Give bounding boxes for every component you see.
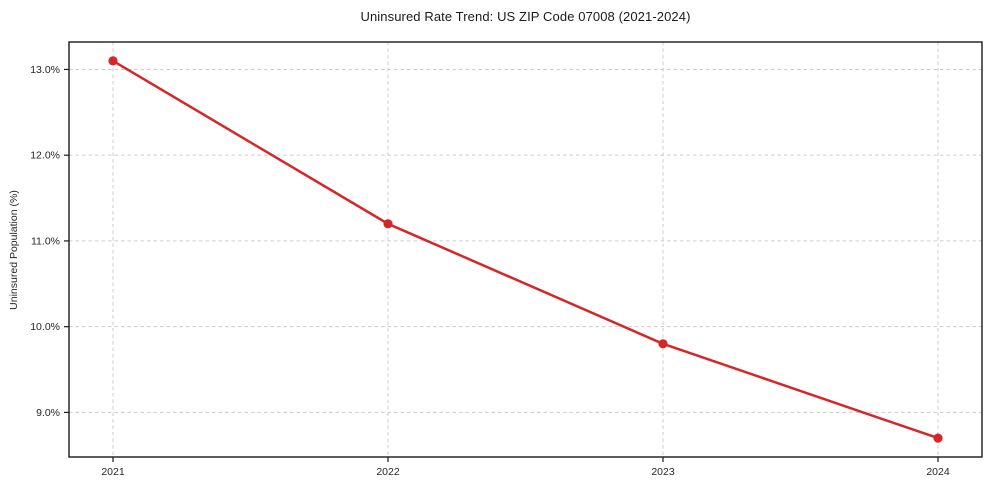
y-tick-label: 11.0% xyxy=(31,235,60,247)
x-tick-label: 2021 xyxy=(101,466,125,478)
y-tick-label: 12.0% xyxy=(30,150,60,162)
data-point-marker xyxy=(383,219,393,229)
y-tick-label: 10.0% xyxy=(30,321,60,333)
data-point-marker xyxy=(933,433,943,443)
x-tick-label: 2022 xyxy=(376,466,400,478)
chart-title: Uninsured Rate Trend: US ZIP Code 07008 … xyxy=(360,9,691,24)
x-tick-label: 2024 xyxy=(926,466,950,478)
y-axis-title: Uninsured Population (%) xyxy=(8,190,20,310)
y-tick-label: 13.0% xyxy=(30,64,60,76)
plot-border xyxy=(68,41,983,458)
y-tick-label: 9.0% xyxy=(36,407,60,419)
data-point-marker xyxy=(108,56,118,66)
trend-line xyxy=(111,59,940,440)
data-point-marker xyxy=(658,339,668,349)
x-tick-label: 2023 xyxy=(651,466,675,478)
